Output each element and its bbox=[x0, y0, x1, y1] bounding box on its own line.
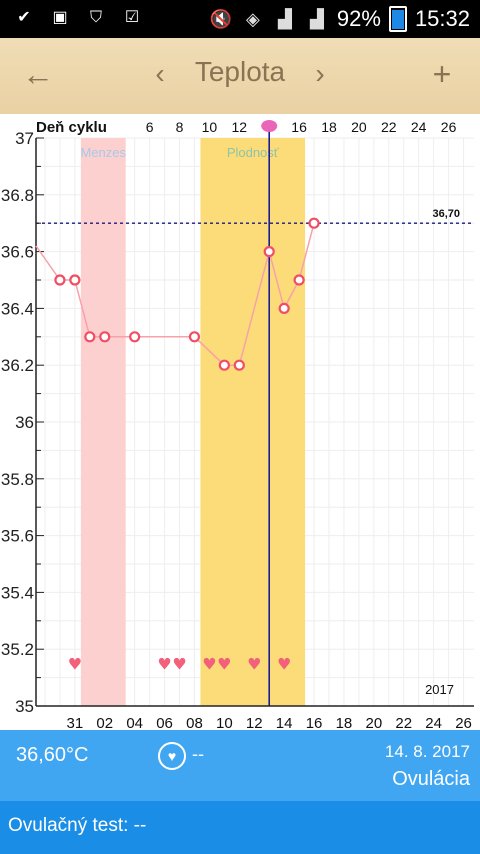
heart-icon: ♥ bbox=[277, 654, 291, 673]
temperature-point bbox=[84, 331, 96, 343]
info-panel: 36,60°C ♥ -- 14. 8. 2017 Ovulácia bbox=[0, 730, 480, 801]
date-label: 24 bbox=[425, 715, 442, 730]
cycle-day-header: Deň cyklu bbox=[36, 119, 107, 136]
temperature-point bbox=[233, 359, 245, 371]
temperature-point bbox=[218, 359, 230, 371]
heart-icon: ♥ bbox=[172, 654, 186, 673]
phase-region bbox=[80, 138, 126, 706]
battery-percent: 92% bbox=[336, 6, 381, 31]
chart-svg: Menzes Plodnosť 36,70 37 36.8 36.6 36.4 36.2 36 3… bbox=[1, 119, 474, 730]
date-label: 20 bbox=[365, 715, 382, 730]
image-icon: ▣ bbox=[52, 9, 68, 26]
y-tick-label: 36.4 bbox=[1, 299, 34, 318]
temperature-point bbox=[278, 302, 290, 314]
y-tick-label: 35.4 bbox=[1, 583, 34, 602]
signal-icon-1: ▟ bbox=[277, 9, 292, 29]
download-done-icon: ✔ bbox=[17, 9, 31, 26]
toolbar: ← ‹ Teplota › + bbox=[0, 38, 480, 115]
temperature-point bbox=[263, 246, 275, 258]
ovulation-test-panel[interactable]: Ovulačný test: -- bbox=[0, 801, 480, 854]
ovulation-marker-icon bbox=[261, 120, 278, 132]
chevron-right-icon[interactable]: › bbox=[315, 58, 325, 89]
temperature-point bbox=[99, 331, 111, 343]
heart-icon: ♥ bbox=[217, 654, 231, 673]
date-label: 12 bbox=[246, 715, 263, 730]
status-right: 🔇 ◈ ▟ ▟ 92% 15:32 bbox=[209, 6, 470, 32]
phase-label: Plodnosť bbox=[227, 145, 279, 160]
coverline-label: 36,70 bbox=[432, 208, 460, 220]
cycle-day-label: 6 bbox=[146, 119, 154, 135]
date-label: 14 bbox=[276, 715, 293, 730]
temperature-point bbox=[69, 274, 81, 286]
notification-icons: ✔ ▣ ⛉ ☑ bbox=[14, 8, 142, 28]
temperature-chart[interactable]: Menzes Plodnosť 36,70 37 36.8 36.6 36.4 36.2 36 3… bbox=[0, 114, 480, 730]
cycle-day-label: 10 bbox=[202, 119, 218, 135]
date-label: 14. 8. 2017 bbox=[384, 742, 470, 761]
tasks-icon: ☑ bbox=[124, 9, 140, 26]
y-tick-label: 37 bbox=[15, 129, 34, 148]
cycle-day-label: 12 bbox=[232, 119, 248, 135]
signal-icon-2: ▟ bbox=[309, 9, 324, 29]
cycle-day-label: 26 bbox=[441, 119, 457, 135]
date-label: 18 bbox=[336, 715, 353, 730]
cycle-day-label: 16 bbox=[291, 119, 307, 135]
cycle-status: Ovulácia bbox=[392, 768, 470, 790]
date-label: 16 bbox=[306, 715, 323, 730]
plus-icon[interactable]: + bbox=[432, 56, 452, 92]
cycle-day-label: 20 bbox=[351, 119, 367, 135]
y-tick-label: 35.8 bbox=[1, 470, 34, 489]
y-tick-label: 35.2 bbox=[1, 640, 34, 659]
date-label: 10 bbox=[216, 715, 233, 730]
temperature-point bbox=[188, 331, 201, 343]
page-title: Teplota bbox=[194, 56, 286, 87]
date-label: 04 bbox=[126, 715, 143, 730]
date-label: 26 bbox=[455, 715, 472, 730]
battery-icon bbox=[388, 6, 407, 32]
date-label: 02 bbox=[96, 715, 113, 730]
heart-value: -- bbox=[192, 744, 204, 764]
date-label: 08 bbox=[186, 715, 203, 730]
arrow-left-icon[interactable]: ← bbox=[22, 56, 54, 92]
cycle-day-label: 24 bbox=[411, 119, 427, 135]
temperature-point bbox=[129, 331, 141, 343]
y-tick-label: 36.8 bbox=[1, 186, 34, 205]
cycle-day-label: 22 bbox=[381, 119, 397, 135]
y-tick-label: 36 bbox=[15, 413, 34, 432]
y-tick-label: 35 bbox=[15, 697, 34, 716]
cycle-day-label: 18 bbox=[321, 119, 337, 135]
temperature-value: 36,60°C bbox=[16, 744, 89, 766]
date-label: 31 bbox=[67, 715, 84, 730]
heart-icon[interactable]: ♥ bbox=[158, 742, 186, 770]
date-label: 06 bbox=[156, 715, 173, 730]
status-bar: ✔ ▣ ⛉ ☑ 🔇 ◈ ▟ ▟ 92% 15:32 bbox=[0, 0, 480, 38]
y-tick-label: 36.2 bbox=[1, 356, 34, 375]
y-tick-label: 36.6 bbox=[1, 243, 34, 262]
temperature-point bbox=[54, 274, 66, 286]
shield-icon: ⛉ bbox=[89, 9, 102, 26]
temperature-point bbox=[308, 217, 320, 229]
cycle-day-label: 8 bbox=[176, 119, 184, 135]
wifi-icon: ◈ bbox=[245, 9, 260, 29]
phase-region bbox=[200, 138, 306, 706]
y-tick-label: 35.6 bbox=[1, 527, 34, 546]
clock: 15:32 bbox=[414, 6, 470, 31]
heart-icon: ♥ bbox=[68, 654, 82, 673]
year-label: 2017 bbox=[425, 682, 454, 697]
chevron-left-icon[interactable]: ‹ bbox=[155, 58, 165, 89]
heart-icon: ♥ bbox=[202, 654, 216, 673]
date-label: 22 bbox=[395, 715, 412, 730]
heart-icon: ♥ bbox=[247, 654, 261, 673]
phase-label: Menzes bbox=[81, 145, 127, 160]
heart-icon: ♥ bbox=[157, 654, 171, 673]
ovulation-test-label: Ovulačný test: -- bbox=[8, 815, 147, 836]
mute-icon: 🔇 bbox=[209, 9, 233, 29]
temperature-point bbox=[293, 274, 305, 286]
